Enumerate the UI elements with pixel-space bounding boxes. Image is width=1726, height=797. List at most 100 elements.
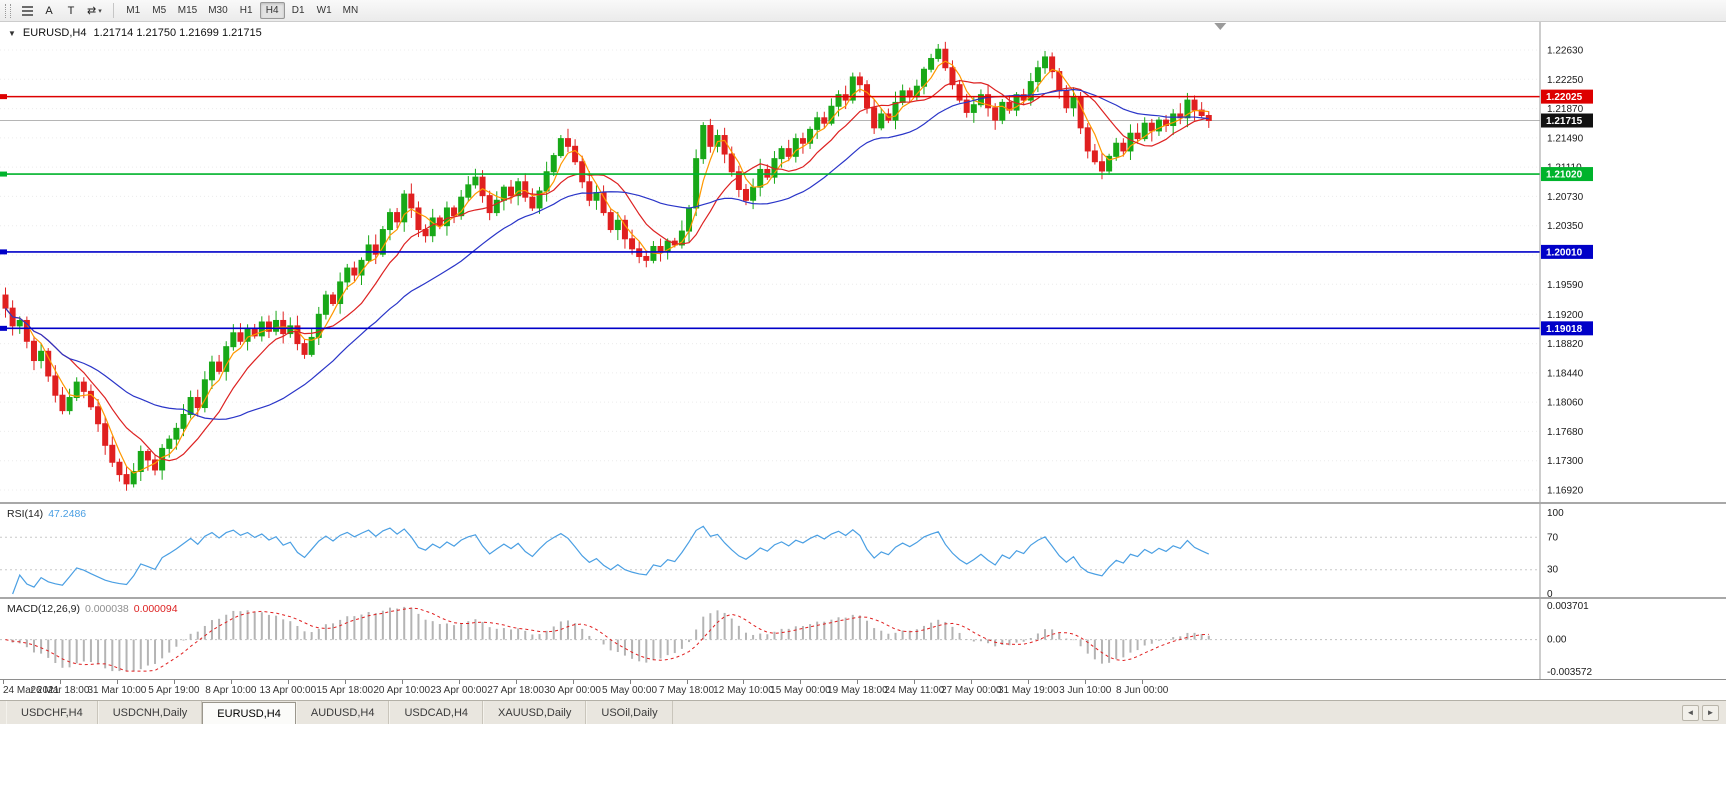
price-line-left-marker (0, 325, 7, 331)
candle-body (273, 319, 280, 332)
chart-tab-usdchf-h4[interactable]: USDCHF,H4 (6, 701, 98, 724)
current-price-label: 1.21715 (1546, 116, 1583, 127)
cursor-tool-button[interactable]: A (39, 2, 59, 20)
timeframe-m30-button[interactable]: M30 (203, 2, 232, 19)
chart-tab-audusd-h4[interactable]: AUDUSD,H4 (295, 701, 390, 724)
price-line-label: 1.21020 (1546, 170, 1583, 181)
price-tick-label: 1.16920 (1547, 486, 1584, 497)
candle-body (330, 294, 337, 305)
candle-body (1034, 67, 1041, 83)
candle-body (30, 340, 37, 362)
tabs-scroll-right-button[interactable]: ► (1702, 704, 1719, 721)
arrows-dropdown-button[interactable]: ⇄ ▾ (83, 2, 106, 20)
chart-tab-usoil-daily[interactable]: USOil,Daily (586, 701, 673, 724)
candle-body (1098, 161, 1105, 172)
candle-body (102, 423, 109, 446)
grid-lines (0, 49, 1540, 491)
chart-bars-button[interactable] (17, 2, 37, 20)
candle-body (742, 188, 749, 201)
macd-tick-label: 0.003701 (1547, 601, 1589, 612)
time-axis-tick (59, 680, 61, 684)
timeframe-mn-button[interactable]: MN (338, 2, 364, 19)
candle-body (508, 186, 515, 197)
candle-body (116, 461, 123, 476)
price-tick-label: 1.19590 (1547, 280, 1584, 291)
price-line-label: 1.22025 (1546, 92, 1583, 103)
candle-body (799, 138, 806, 144)
candle-body (878, 113, 885, 129)
ma-fast-line (5, 60, 1209, 474)
macd-tick-label: 0.00 (1547, 635, 1567, 646)
bars-icon (21, 5, 33, 16)
candle-body (180, 413, 187, 429)
time-axis[interactable]: 24 Mar 2021 26 Mar 18:00 31 Mar 10:00 5 Apr… (0, 679, 1726, 700)
candle-body (216, 361, 223, 372)
chart-tab-usdcnh-daily[interactable]: USDCNH,Daily (97, 701, 203, 724)
candle-body (1198, 109, 1205, 116)
candle-body (401, 193, 408, 223)
timeframe-m15-button[interactable]: M15 (173, 2, 202, 19)
chart-tab-usdcad-h4[interactable]: USDCAD,H4 (389, 701, 484, 724)
candle-body (700, 125, 707, 160)
candle-body (52, 375, 59, 396)
candle-body (1106, 155, 1113, 172)
time-axis-tick (686, 680, 688, 684)
macd-panel[interactable]: 0.003701 0.00 -0.003572 (0, 599, 1726, 679)
candle-body (757, 168, 764, 188)
candle-body (856, 76, 863, 86)
rsi-axis[interactable]: 100 70 30 0 (1539, 504, 1564, 597)
rsi-panel[interactable]: 100 70 30 0 (0, 504, 1726, 597)
candle-body (807, 128, 814, 144)
chart-tab-xauusd-daily[interactable]: XAUUSD,Daily (483, 701, 587, 724)
candle-body (38, 350, 45, 362)
candle-body (529, 196, 536, 209)
panel-separator[interactable] (0, 502, 1726, 504)
chart-tab-eurusd-h4[interactable]: EURUSD,H4 (202, 702, 296, 724)
time-axis-tick (857, 680, 859, 684)
macd-signal-line (5, 607, 1209, 672)
candle-body (892, 101, 899, 121)
candle-body (785, 148, 792, 157)
price-tick-label: 1.22250 (1547, 75, 1584, 86)
candle-body (408, 193, 415, 209)
candle-body (572, 145, 579, 163)
candle-body (522, 181, 529, 198)
candle-body (1148, 122, 1155, 132)
candle-body (80, 381, 87, 392)
time-axis-label: 24 May 11:00 (884, 685, 945, 696)
price-lines[interactable] (0, 94, 1540, 331)
price-tick-label: 1.20730 (1547, 192, 1584, 203)
candle-body (992, 107, 999, 121)
timeframe-w1-button[interactable]: W1 (312, 2, 337, 19)
candle-body (935, 48, 942, 59)
candle-body (728, 153, 735, 173)
macd-axis[interactable]: 0.003701 0.00 -0.003572 (1539, 599, 1592, 679)
chart-shift-marker[interactable] (1214, 23, 1227, 30)
candle-body (87, 390, 94, 408)
toolbar-grip[interactable] (5, 3, 11, 18)
candle-body (1155, 119, 1162, 132)
timeframe-m1-button[interactable]: M1 (121, 2, 146, 19)
price-line-label: 1.20010 (1546, 247, 1583, 258)
main-chart-panel[interactable]: 1.226301.222501.218701.214901.211101.207… (0, 22, 1726, 502)
candle-body (451, 207, 458, 217)
panel-separator[interactable] (0, 597, 1726, 599)
text-tool-button[interactable]: T (61, 2, 81, 20)
time-axis-tick (515, 680, 517, 684)
candle-body (821, 117, 828, 124)
candle-body (515, 181, 522, 197)
candle-body (1070, 96, 1077, 109)
candle-body (1127, 132, 1134, 152)
candle-body (693, 158, 700, 209)
price-tick-label: 1.22630 (1547, 46, 1584, 57)
price-axis[interactable]: 1.226301.222501.218701.214901.211101.207… (1539, 22, 1593, 502)
candle-body (536, 190, 543, 209)
timeframe-h4-button[interactable]: H4 (259, 2, 285, 19)
timeframe-d1-button[interactable]: D1 (286, 2, 311, 19)
timeframe-m5-button[interactable]: M5 (147, 2, 172, 19)
timeframe-h1-button[interactable]: H1 (234, 2, 259, 19)
one-click-trading-icon[interactable]: ▼ (8, 28, 16, 38)
tabs-scroll-left-button[interactable]: ◄ (1682, 704, 1699, 721)
candle-body (465, 184, 472, 198)
candle-body (123, 474, 130, 485)
